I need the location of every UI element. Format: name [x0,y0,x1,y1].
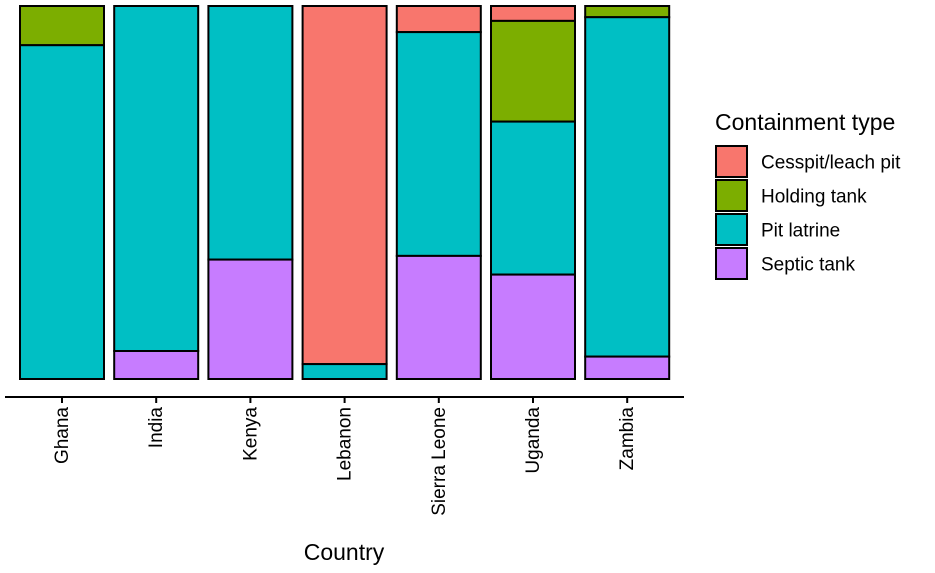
x-tick-label-zambia: Zambia [617,407,638,471]
bars-layer [19,5,671,381]
x-tick-label-lebanon: Lebanon [335,407,356,481]
x-ticks-layer: Ghana India Kenya Lebanon Sierra Leone Uganda… [52,397,638,516]
x-tick-label-ghana: Ghana [52,407,73,464]
legend-swatch-pit-latrine [715,213,748,246]
legend-title: Containment type [715,109,895,135]
legend-label-pit-latrine: Pit latrine [761,221,840,242]
legend-swatch-holding-tank [715,179,748,212]
bar-segment-uganda-pit-latrine [490,120,576,276]
x-tick-label-uganda: Uganda [523,407,544,474]
legend: Containment type Cesspit/leach pit Holdin… [715,109,901,280]
bar-segment-sierra-leone-septic-tank [395,254,482,380]
legend-swatch-septic-tank [715,247,748,280]
x-axis-title: Country [304,539,385,565]
bar-segment-ghana-pit-latrine [19,44,105,380]
bar-segment-zambia-holding-tank [584,5,671,19]
bar-segment-india-septic-tank [113,350,200,380]
legend-items: Cesspit/leach pit Holding tank Pit latrine… [715,145,901,280]
x-tick-label-india: India [146,407,167,449]
bar-segment-sierra-leone-pit-latrine [395,31,482,257]
bar-segment-india-pit-latrine [113,5,200,352]
bar-segment-kenya-septic-tank [207,258,294,381]
legend-swatch-cesspit-leach-pit [715,145,748,178]
bar-segment-uganda-holding-tank [490,19,576,123]
bar-segment-ghana-holding-tank [19,5,105,47]
bar-segment-lebanon-cesspit-leach-pit [301,5,388,366]
bar-segment-sierra-leone-cesspit-leach-pit [395,5,482,34]
bar-segment-zambia-pit-latrine [584,16,671,358]
bar-segment-kenya-pit-latrine [207,5,294,261]
legend-label-septic-tank: Septic tank [761,255,855,276]
bar-segment-zambia-septic-tank [584,355,671,381]
bar-segment-uganda-cesspit-leach-pit [490,5,576,22]
x-tick-label-kenya: Kenya [240,407,261,461]
bar-segment-uganda-septic-tank [490,273,576,381]
bar-segment-lebanon-pit-latrine [301,363,388,381]
legend-label-holding-tank: Holding tank [761,187,867,208]
x-tick-label-sierra-leone: Sierra Leone [429,407,450,516]
legend-label-cesspit-leach-pit: Cesspit/leach pit [761,153,901,174]
